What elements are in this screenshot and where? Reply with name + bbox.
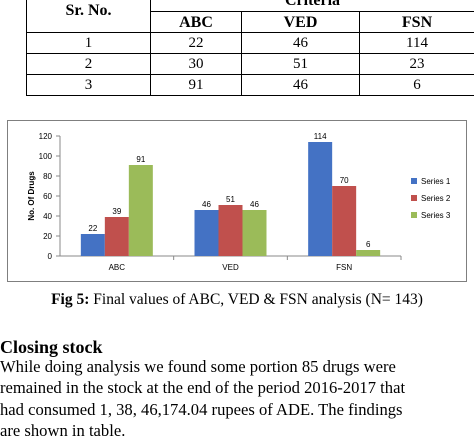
data-label: 46 xyxy=(250,200,259,209)
table-cell: 30 xyxy=(150,53,242,75)
data-label: 51 xyxy=(226,195,235,204)
y-axis-label: No. Of Drugs xyxy=(27,171,36,221)
y-tick-label: 40 xyxy=(43,212,52,221)
bar xyxy=(356,250,381,256)
section-title: Closing stock xyxy=(0,337,103,357)
paragraph-line: had consumed 1, 38, 46,174.04 rupees of … xyxy=(0,399,403,419)
x-tick-label: FSN xyxy=(336,263,352,272)
figure-chart-frame: 0 20 40 60 80 100 120 No. Of Drugs ABC 22 39 91 VED 4… xyxy=(7,120,467,282)
paragraph-line: are shown in table. xyxy=(0,420,126,440)
data-label: 91 xyxy=(136,155,145,164)
table-cell: 3 xyxy=(26,74,151,96)
x-tick-label: VED xyxy=(222,263,239,272)
table-cell: 2 xyxy=(26,53,151,75)
bar xyxy=(104,217,129,256)
table-cell: 51 xyxy=(241,53,360,75)
data-label: 70 xyxy=(340,176,349,185)
bar xyxy=(242,210,267,256)
bar xyxy=(128,165,153,256)
y-tick-label: 100 xyxy=(39,152,53,161)
bar xyxy=(218,205,243,256)
table-cell: 46 xyxy=(241,32,360,54)
caption-text: Final values of ABC, VED & FSN analysis … xyxy=(89,291,423,308)
legend-swatch xyxy=(411,178,417,184)
abc-header: ABC xyxy=(150,11,242,33)
data-label: 39 xyxy=(112,207,121,216)
table-row: 1 22 46 114 xyxy=(26,32,474,54)
y-tick-label: 120 xyxy=(39,132,53,141)
caption-label: Fig 5: xyxy=(51,291,90,308)
table-row: 2 30 51 23 xyxy=(26,53,474,75)
bar xyxy=(80,234,105,256)
legend-swatch xyxy=(411,212,417,218)
legend-swatch xyxy=(411,195,417,201)
y-tick-label: 0 xyxy=(48,252,53,261)
section-paragraph: While doing analysis we found some porti… xyxy=(0,356,474,441)
y-tick-label: 60 xyxy=(43,192,52,201)
paragraph-line: remained in the stock at the end of the … xyxy=(0,378,406,398)
table-cell: 1 xyxy=(26,32,151,54)
data-label: 46 xyxy=(202,200,211,209)
table-row: 3 91 46 6 xyxy=(26,74,474,96)
data-label: 22 xyxy=(88,224,97,233)
ved-header: VED xyxy=(241,11,360,33)
table-cell: 46 xyxy=(241,74,360,96)
table-cell: 23 xyxy=(358,53,474,75)
y-tick-label: 80 xyxy=(43,172,52,181)
bar xyxy=(332,186,357,256)
data-label: 6 xyxy=(366,240,371,249)
table-cell: 6 xyxy=(358,74,474,96)
x-tick-label: ABC xyxy=(109,263,126,272)
legend-label: Series 3 xyxy=(421,211,451,220)
data-label: 114 xyxy=(314,132,327,141)
legend-label: Series 2 xyxy=(421,194,451,203)
figure-caption: Fig 5: Final values of ABC, VED & FSN an… xyxy=(0,291,474,309)
bar-chart: 0 20 40 60 80 100 120 No. Of Drugs ABC 22 39 91 VED 4… xyxy=(27,132,451,272)
y-tick-label: 20 xyxy=(43,232,52,241)
paragraph-line: While doing analysis we found some porti… xyxy=(0,357,396,376)
bar xyxy=(308,142,333,256)
criteria-table: Sr. No. Criteria ABC VED FSN 1 22 46 114… xyxy=(26,0,474,96)
legend-label: Series 1 xyxy=(421,177,451,186)
table-cell: 114 xyxy=(358,32,474,54)
table-cell: 22 xyxy=(150,32,242,54)
criteria-header: Criteria xyxy=(149,0,474,12)
sr-no-header: Sr. No. xyxy=(26,0,151,33)
bar xyxy=(194,210,219,256)
fsn-header: FSN xyxy=(358,11,474,33)
table-cell: 91 xyxy=(150,74,242,96)
